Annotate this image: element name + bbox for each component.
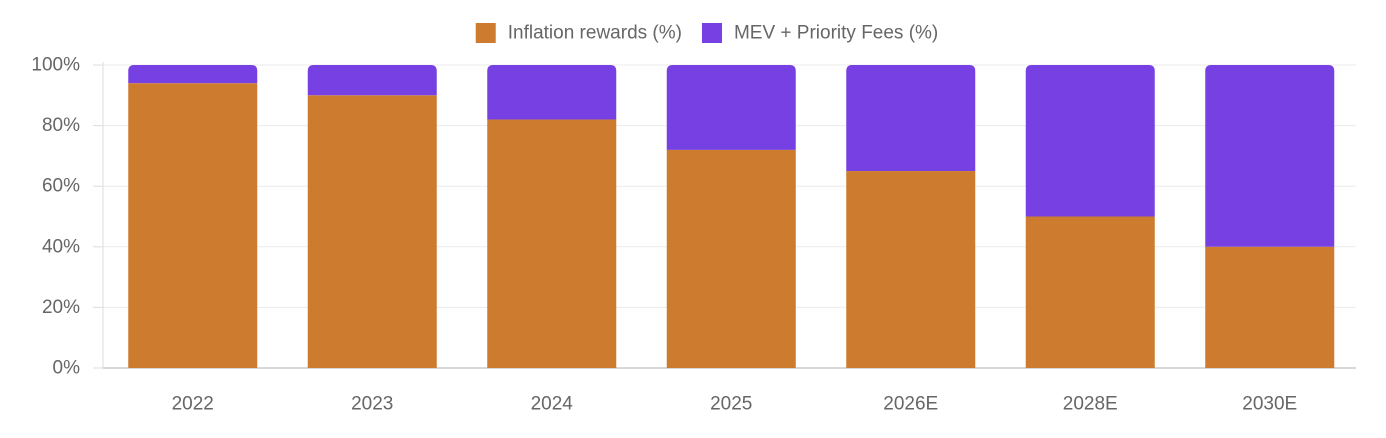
bar-mev-priority-fees-2024 [487,65,617,120]
bar-mev-priority-fees-2030e [1205,65,1335,247]
bar-inflation-2023 [307,95,437,369]
legend-item-inflation[interactable]: Inflation rewards (%) [475,23,682,44]
y-tick-label: 20% [42,297,80,318]
y-tick-label: 80% [42,115,80,136]
bar-mev-priority-fees-2026e [846,65,976,172]
y-tick-label: 100% [31,55,80,76]
y-axis-ticks: 0% 20% 40% 60% 80% 100% [31,55,103,379]
legend-label: MEV + Priority Fees (%) [734,23,938,44]
y-tick-label: 60% [42,176,80,197]
bars [128,65,1335,369]
legend-swatch [475,23,496,43]
x-tick-label: 2023 [351,394,393,415]
x-tick-label: 2025 [710,394,752,415]
bar-mev-priority-fees-2025 [666,65,796,150]
y-tick-label: 0% [53,358,81,379]
x-tick-label: 2030E [1242,394,1297,415]
legend-swatch [701,23,722,43]
bar-inflation-2022 [128,83,258,369]
bar-inflation-2025 [666,149,796,368]
x-axis-ticks: 2022 2023 2024 2025 2026E 2028E 2030E [172,394,1298,415]
x-tick-label: 2022 [172,394,214,415]
y-tick-label: 40% [42,236,80,257]
x-tick-label: 2024 [531,394,574,415]
bar-mev-priority-fees-2022 [128,65,258,84]
bar-mev-priority-fees-2028e [1025,65,1155,217]
x-tick-label: 2026E [883,394,938,415]
legend-item-mev-priority-fees[interactable]: MEV + Priority Fees (%) [701,23,938,44]
legend: Inflation rewards (%) MEV + Priority Fees… [475,23,938,44]
x-tick-label: 2028E [1063,394,1118,415]
bar-mev-priority-fees-2023 [307,65,437,96]
legend-label: Inflation rewards (%) [508,23,682,44]
bar-inflation-2024 [487,119,617,368]
bar-inflation-2026e [846,171,976,368]
bar-inflation-2030e [1205,246,1335,368]
bar-inflation-2028e [1025,216,1155,368]
